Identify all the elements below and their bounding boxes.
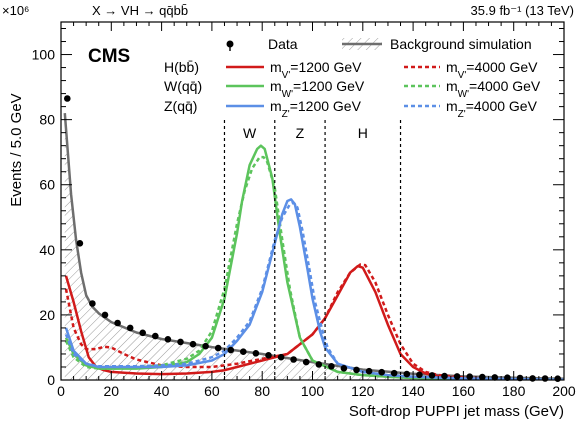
- y-tick-label: 60: [39, 177, 55, 193]
- y-tick-label: 20: [39, 307, 55, 323]
- legend-label-z-4000: mZ'=4000 GeV: [446, 98, 538, 120]
- data-point: [240, 348, 247, 356]
- x-tick-label: 40: [154, 383, 170, 399]
- data-point: [340, 365, 348, 372]
- data-point: [152, 332, 159, 340]
- data-point: [265, 352, 272, 359]
- y-tick-label: 40: [39, 242, 55, 258]
- data-point: [416, 371, 423, 379]
- data-points: [64, 95, 561, 383]
- background-hatch-area: [64, 113, 564, 380]
- legend-background-label: Background simulation: [390, 36, 532, 52]
- series-line-m-v-4000-gev-dashed: [64, 263, 564, 380]
- data-point: [353, 366, 360, 374]
- x-axis-title: Soft-drop PUPPI jet mass (GeV): [349, 403, 564, 420]
- data-point: [177, 338, 184, 346]
- data-point: [214, 344, 222, 352]
- data-point: [554, 375, 561, 383]
- data-point: [403, 370, 411, 378]
- x-tick-label: 0: [57, 383, 65, 399]
- data-point: [76, 240, 84, 247]
- y-multiplier: ×10⁶: [2, 3, 29, 18]
- data-point: [315, 361, 323, 368]
- legend-row-label-higgs: H(bb̄): [164, 59, 199, 75]
- data-point: [139, 329, 146, 337]
- y-tick-label: 0: [47, 372, 55, 388]
- data-point: [89, 300, 96, 307]
- data-point: [202, 342, 209, 350]
- x-tick-label: 200: [552, 383, 576, 399]
- data-point: [365, 367, 373, 375]
- legend-row-label-z: Z(qq̄): [164, 98, 197, 114]
- legend: Data Background simulation H(bb̄) W(qq̄)…: [164, 36, 541, 120]
- data-point: [541, 375, 549, 382]
- data-point: [101, 311, 109, 319]
- data-point: [479, 373, 486, 381]
- series-line-m-z-4000-gev-dashed: [64, 201, 564, 380]
- x-tick-label: 60: [204, 383, 220, 399]
- data-point: [529, 375, 536, 382]
- data-point: [189, 340, 197, 348]
- x-tick-label: 20: [104, 383, 120, 399]
- legend-background-entry: Background simulation: [342, 36, 532, 52]
- data-point: [227, 346, 235, 354]
- data-point: [491, 374, 499, 381]
- y-tick-label: 80: [39, 112, 55, 128]
- x-tick-label: 180: [502, 383, 526, 399]
- legend-data-marker: [226, 40, 234, 48]
- legend-data-entry: Data: [226, 36, 298, 52]
- data-point: [64, 95, 71, 102]
- data-point: [378, 368, 386, 376]
- legend-label-z-1200: mZ'=1200 GeV: [270, 98, 362, 120]
- legend-label-higgs-4000: mV'=4000 GeV: [446, 59, 538, 81]
- data-point: [390, 369, 398, 377]
- x-tick-label: 100: [301, 383, 325, 399]
- data-point: [164, 336, 172, 343]
- experiment-label: CMS: [88, 46, 130, 67]
- x-tick-label: 80: [254, 383, 270, 399]
- chart-header-left: X → VH → qq̄bb̄: [92, 3, 188, 18]
- legend-label-w-1200: mW'=1200 GeV: [270, 78, 365, 100]
- plot-frame: [60, 21, 565, 381]
- x-tick-label: 160: [452, 383, 476, 399]
- legend-label-w-4000: mW'=4000 GeV: [446, 78, 541, 100]
- data-point: [114, 319, 121, 327]
- data-point: [504, 374, 511, 382]
- x-tick-label: 140: [401, 383, 425, 399]
- legend-data-label: Data: [268, 36, 298, 52]
- data-point: [466, 373, 474, 381]
- y-axis-title: Events / 5.0 GeV: [8, 93, 25, 206]
- data-point: [328, 363, 335, 370]
- legend-label-higgs-1200: mV'=1200 GeV: [270, 59, 362, 81]
- data-point: [428, 372, 436, 379]
- data-point: [441, 372, 448, 380]
- data-point: [302, 358, 310, 366]
- y-tick-label: 100: [32, 47, 56, 63]
- data-point: [126, 324, 134, 332]
- data-point: [453, 373, 461, 380]
- legend-row-label-w: W(qq̄): [164, 78, 202, 94]
- axes: 0 20 40 60 80 100 120 140 160 180 200 0 20 40 60 80 100: [32, 22, 576, 399]
- chart-header-right: 35.9 fb⁻¹ (13 TeV): [471, 3, 574, 18]
- data-point: [290, 356, 297, 363]
- data-point: [252, 350, 260, 357]
- data-point: [277, 353, 285, 361]
- mass-window-label-w: W: [243, 125, 257, 141]
- mass-window-label-z: Z: [296, 125, 305, 141]
- x-tick-label: 120: [351, 383, 375, 399]
- mass-window-label-h: H: [358, 125, 368, 141]
- plot-area: [63, 113, 564, 380]
